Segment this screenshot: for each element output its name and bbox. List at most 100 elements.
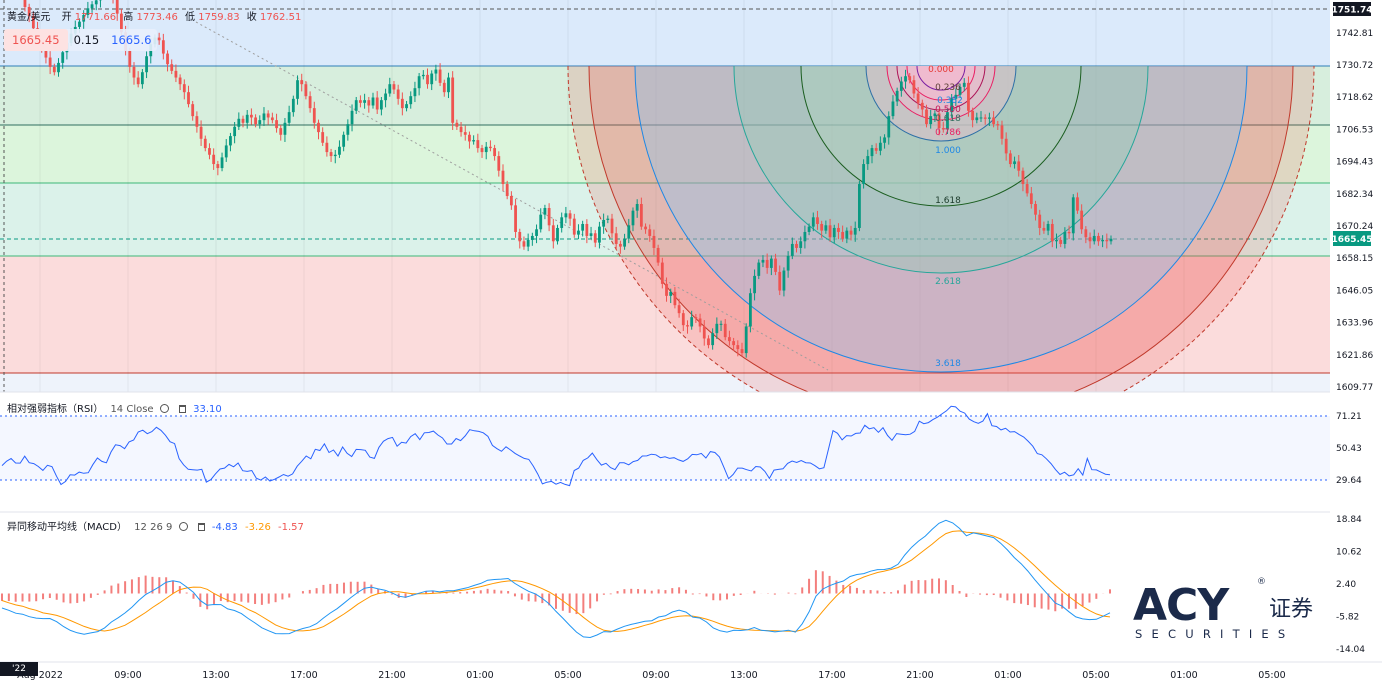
candle-body [49,58,52,67]
candle-body [921,103,924,110]
candle-body [476,140,479,148]
candle-body [892,101,895,116]
close-label: 收 [247,12,257,23]
candle-body [573,219,576,235]
candle-body [1063,232,1066,244]
candle-body [279,128,282,135]
candle-body [183,84,186,92]
candle-body [1047,224,1050,231]
settings-icon[interactable] [160,404,169,413]
candle-body [384,94,387,101]
price-tick-label: 1742.81 [1336,29,1373,39]
candle-body [967,83,970,111]
candle-body [1093,236,1096,241]
symbol-legend[interactable]: 黄金/美元 开 1771.66 高 1773.46 低 1759.83 收 17… [7,8,301,23]
candle-body [141,72,144,84]
candle-body [464,132,467,135]
candle-body [757,263,760,276]
candle-body [913,80,916,93]
candle-body [766,260,769,268]
candle-body [237,119,240,127]
ask-price[interactable]: 1665.6 [111,33,151,47]
candle-body [1051,224,1054,241]
logo-registered: ® [1257,577,1266,587]
candle-body [443,83,446,92]
delete-icon[interactable] [179,405,186,413]
rsi-legend[interactable]: 相对强弱指标（RSI） 14 Close 33.10 [7,400,222,415]
candle-body [980,117,983,118]
candle-body [422,75,425,76]
candle-body [686,325,689,326]
fib-level-label: 0.236 [935,83,961,93]
rsi-band-fill [0,416,1330,480]
candle-body [581,224,584,231]
candle-body [1026,184,1029,193]
candle-body [908,76,911,80]
candle-body [233,127,236,136]
rsi-tick-label: 50.43 [1336,444,1362,454]
candle-body [162,40,165,53]
candle-body [359,100,362,103]
candle-body [271,117,274,120]
crosshair-time-badge: '22 21:00 [0,662,38,676]
close-value: 1762.51 [260,12,301,23]
candle-body [1055,240,1058,241]
high-price-badge-label: 1751.74 [1332,6,1373,16]
fib-level-label: 1.618 [935,196,961,206]
candle-body [1030,193,1033,204]
candle-body [803,232,806,241]
bid-price[interactable]: 1665.45 [4,29,68,51]
candle-body [774,259,777,272]
candle-body [665,284,668,296]
rsi-tick-label: 29.64 [1336,476,1362,486]
candle-body [313,108,316,123]
candle-body [497,156,500,171]
candle-body [57,63,60,72]
candle-body [975,117,978,120]
candle-body [401,99,404,108]
candle-body [372,98,375,106]
candle-body [640,204,643,227]
candle-body [523,241,526,246]
high-label: 高 [123,12,133,23]
candle-body [925,109,928,124]
candle-body [195,116,198,127]
candle-body [145,56,148,72]
macd-tick-label: 2.40 [1336,580,1356,590]
bid-ask-box[interactable]: 1665.45 0.15 1665.6 [4,29,157,51]
candle-body [468,135,471,142]
candle-body [254,117,257,124]
candle-body [632,211,635,226]
candle-body [1072,197,1075,233]
candle-body [770,259,773,268]
candle-body [61,52,64,63]
macd-legend[interactable]: 异同移动平均线（MACD） 12 26 9 -4.83 -3.26 -1.57 [7,518,304,533]
price-tick-label: 1658.15 [1336,254,1373,264]
logo-brand: ACY [1133,580,1230,631]
candle-body [288,112,291,123]
macd-tick-label: 10.62 [1336,548,1362,558]
candle-body [393,84,396,89]
price-tick-label: 1670.24 [1336,222,1373,232]
candle-body [749,293,752,326]
open-value: 1771.66 [75,12,116,23]
macd-tick-label: -5.82 [1336,613,1359,623]
candle-body [648,229,651,236]
candle-body [330,152,333,156]
candle-body [434,70,437,74]
settings-icon[interactable] [179,522,188,531]
delete-icon[interactable] [198,523,205,531]
price-tick-label: 1609.77 [1336,383,1373,393]
candle-body [267,113,270,117]
fib-level-label: 2.618 [935,277,961,287]
candle-body [837,228,840,232]
signal-value: -3.26 [245,522,271,533]
candle-body [548,208,551,225]
candle-body [544,208,547,215]
fib-level-label: 0.786 [935,128,961,138]
candle-body [481,148,484,152]
candle-body [644,227,647,230]
candle-body [850,231,853,235]
macd-tick-label: 18.84 [1336,515,1362,525]
time-tick-label: 17:00 [290,670,317,681]
